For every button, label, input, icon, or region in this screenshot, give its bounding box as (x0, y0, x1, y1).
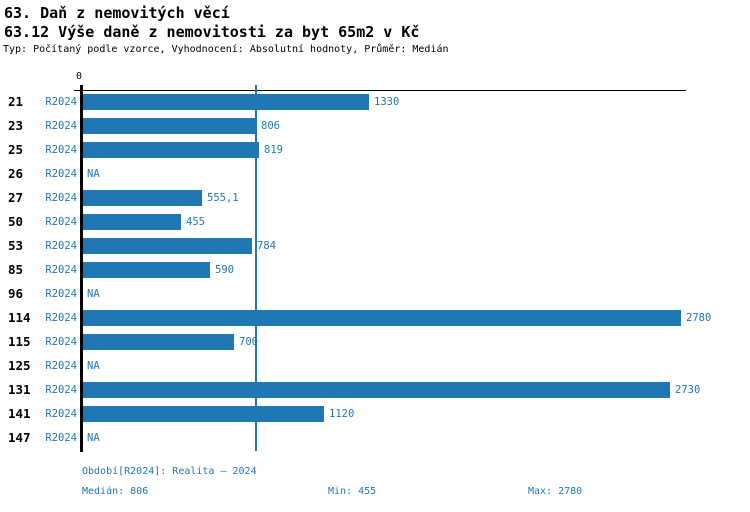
bar (83, 214, 181, 230)
median-reference-line (255, 85, 257, 451)
na-label: NA (87, 288, 100, 300)
bar-value-label: 555,1 (207, 192, 239, 204)
bar (83, 406, 324, 422)
row-category-label: 27 (8, 190, 24, 205)
row-category-label: 50 (8, 214, 24, 229)
chart-meta-line: Typ: Počítaný podle vzorce, Vyhodnocení:… (3, 44, 449, 55)
row-category-label: 26 (8, 166, 24, 181)
na-label: NA (87, 168, 100, 180)
bar (83, 142, 259, 158)
row-series-label: R2024 (45, 336, 77, 348)
na-label: NA (87, 360, 100, 372)
bar (83, 118, 256, 134)
footer-median: Medián: 806 (82, 486, 149, 497)
bar-value-label: 784 (257, 240, 276, 252)
bar (83, 310, 681, 326)
row-series-label: R2024 (45, 120, 77, 132)
row-category-label: 114 (8, 310, 31, 325)
row-series-label: R2024 (45, 264, 77, 276)
row-series-label: R2024 (45, 432, 77, 444)
row-category-label: 131 (8, 382, 31, 397)
row-series-label: R2024 (45, 408, 77, 420)
row-category-label: 141 (8, 406, 31, 421)
footer-period: Období[R2024]: Realita – 2024 (82, 466, 257, 477)
row-category-label: 96 (8, 286, 24, 301)
bar-value-label: 590 (215, 264, 234, 276)
axis-zero-tick-label: 0 (75, 71, 83, 82)
bar-value-label: 455 (186, 216, 205, 228)
row-series-label: R2024 (45, 168, 77, 180)
row-category-label: 125 (8, 358, 31, 373)
row-series-label: R2024 (45, 144, 77, 156)
y-axis-zero-line (80, 85, 83, 452)
bar (83, 238, 252, 254)
row-category-label: 85 (8, 262, 24, 277)
chart-subtitle: 63.12 Výše daně z nemovitosti za byt 65m… (4, 23, 420, 41)
row-series-label: R2024 (45, 192, 77, 204)
bar (83, 334, 234, 350)
bar-value-label: 700 (239, 336, 258, 348)
bar (83, 382, 670, 398)
footer-max: Max: 2780 (528, 486, 583, 497)
row-series-label: R2024 (45, 384, 77, 396)
row-series-label: R2024 (45, 312, 77, 324)
bar-value-label: 2730 (675, 384, 701, 396)
chart-title: 63. Daň z nemovitých věcí (4, 4, 230, 22)
row-series-label: R2024 (45, 288, 77, 300)
bar-value-label: 819 (264, 144, 283, 156)
row-category-label: 147 (8, 430, 31, 445)
row-category-label: 25 (8, 142, 24, 157)
row-category-label: 53 (8, 238, 24, 253)
bar-value-label: 806 (261, 120, 280, 132)
bar-value-label: 2780 (686, 312, 712, 324)
bar-value-label: 1330 (374, 96, 400, 108)
bar (83, 94, 369, 110)
row-series-label: R2024 (45, 216, 77, 228)
bar-value-label: 1120 (329, 408, 355, 420)
na-label: NA (87, 432, 100, 444)
row-series-label: R2024 (45, 96, 77, 108)
row-series-label: R2024 (45, 240, 77, 252)
row-series-label: R2024 (45, 360, 77, 372)
row-category-label: 115 (8, 334, 31, 349)
bar (83, 262, 210, 278)
footer-min: Min: 455 (328, 486, 377, 497)
row-category-label: 21 (8, 94, 24, 109)
row-category-label: 23 (8, 118, 24, 133)
bar (83, 190, 202, 206)
x-axis-line (74, 90, 686, 91)
